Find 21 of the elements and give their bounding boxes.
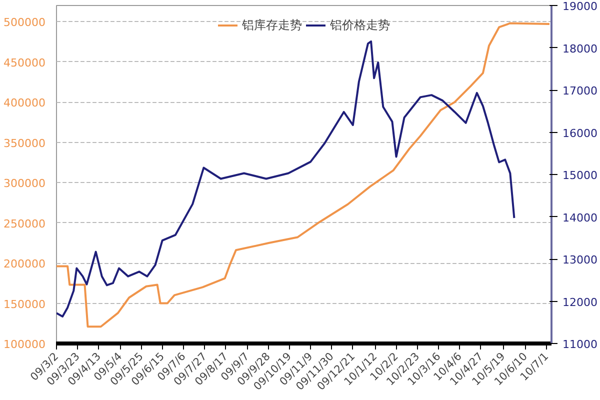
y-tick-label: 400000 <box>4 96 46 110</box>
y-tick-label: 300000 <box>4 177 46 190</box>
y2-tick-label: 18000 <box>562 42 598 56</box>
y-tick-label: 250000 <box>4 217 46 230</box>
y2-tick-label: 11000 <box>562 338 598 351</box>
y2-tick-label: 13000 <box>562 254 598 266</box>
y-tick-label: 200000 <box>4 258 46 271</box>
y2-tick-label: 14000 <box>562 211 598 224</box>
y-tick-label: 350000 <box>4 136 46 150</box>
y2-tick-label: 17000 <box>562 84 598 98</box>
y2-tick-label: 19000 <box>562 0 598 13</box>
legend-label: 铝价格走势 <box>330 16 390 34</box>
y2-tick-label: 12000 <box>562 296 598 309</box>
y2-tick-label: 15000 <box>562 169 598 182</box>
y-tick-label: 450000 <box>4 56 46 70</box>
y-tick-label: 150000 <box>4 298 46 311</box>
line-series <box>56 40 516 318</box>
y-tick-label: 100000 <box>4 338 46 351</box>
legend-label: 铝库存走势 <box>242 16 302 34</box>
y2-tick-label: 16000 <box>562 126 598 140</box>
y-tick-label: 500000 <box>4 16 46 30</box>
